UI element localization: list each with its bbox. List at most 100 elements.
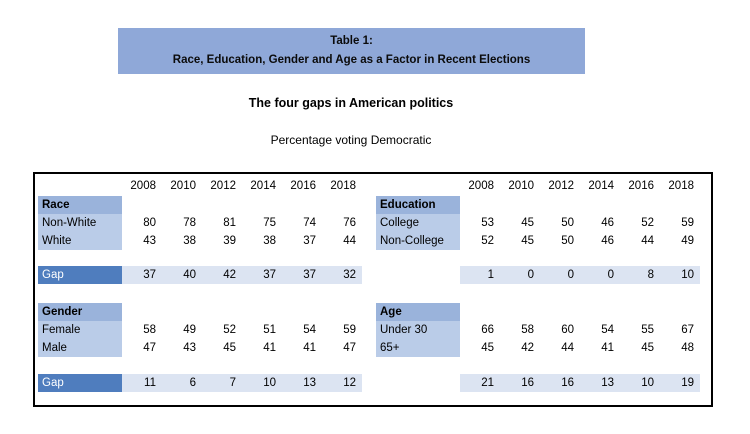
value-cell: 76 [343, 217, 356, 229]
value-cell: 47 [143, 342, 156, 354]
value-cell: 75 [263, 217, 276, 229]
spacer-row [38, 284, 364, 303]
gap-value-cell: 19 [660, 374, 700, 392]
empty-cell [242, 303, 282, 321]
value-cell: 50 [561, 217, 574, 229]
gap-value-cell: 13 [580, 374, 620, 392]
table-row: Male 47 43 45 41 41 47 [38, 339, 364, 357]
value-cell: 53 [481, 217, 494, 229]
gap-value-cell: 0 [540, 266, 580, 284]
table-row: Female 58 49 52 51 54 59 [38, 321, 364, 339]
corner-cell [38, 176, 122, 196]
value-cell: 48 [681, 342, 694, 354]
data-panel: 2008 2010 2012 2014 2016 2018 Education College… [376, 176, 702, 392]
empty-cell [580, 196, 620, 214]
units-caption: Percentage voting Democratic [270, 133, 432, 147]
gap-value-cell: 8 [620, 266, 660, 284]
year-cell: 2016 [628, 180, 654, 192]
gap-value-cell: 1 [460, 266, 500, 284]
gap-value-cell: 16 [540, 374, 580, 392]
gap-value-cell: 37 [282, 266, 322, 284]
section-header-cell: Race [38, 196, 122, 214]
year-cell: 2014 [250, 180, 276, 192]
empty-cell [580, 303, 620, 321]
empty-cell [322, 196, 362, 214]
value-cell: 49 [183, 324, 196, 336]
value-cell: 38 [263, 235, 276, 247]
value-cell: 81 [223, 217, 236, 229]
empty-cell [500, 303, 540, 321]
data-table-block: 2008 2010 2012 2014 2016 2018 Race Non-White 8 0 7… [33, 172, 713, 407]
gap-row: 21 16 16 13 10 19 [376, 374, 702, 392]
empty-cell [460, 196, 500, 214]
gap-value-cell: 40 [162, 266, 202, 284]
row-label-cell: Non-White [38, 214, 122, 232]
empty-cell [500, 196, 540, 214]
gap-label-cell: Gap [38, 374, 122, 392]
value-cell: 43 [143, 235, 156, 247]
value-cell: 50 [561, 235, 574, 247]
empty-cell [322, 303, 362, 321]
gap-value-cell: 37 [122, 266, 162, 284]
empty-cell [122, 196, 162, 214]
gap-label-cell: Gap [38, 266, 122, 284]
value-cell: 38 [183, 235, 196, 247]
row-label-cell: Under 30 [376, 321, 460, 339]
value-cell: 52 [481, 235, 494, 247]
value-cell: 47 [343, 342, 356, 354]
value-cell: 39 [223, 235, 236, 247]
title-banner: Table 1: Race, Education, Gender and Age… [118, 28, 585, 74]
gap-value-cell: 37 [242, 266, 282, 284]
row-label-cell: White [38, 232, 122, 250]
gap-value-cell: 21 [460, 374, 500, 392]
value-cell: 41 [303, 342, 316, 354]
spacer-row [38, 250, 364, 266]
gap-value-cell: 6 [162, 374, 202, 392]
section-header-cell: Gender [38, 303, 122, 321]
gap-value-cell: 10 [620, 374, 660, 392]
value-cell: 52 [223, 324, 236, 336]
value-cell: 45 [521, 217, 534, 229]
year-cell: 2012 [210, 180, 236, 192]
year-cell: 2018 [330, 180, 356, 192]
gap-value-cell: 11 [122, 374, 162, 392]
value-cell: 44 [641, 235, 654, 247]
gap-value-cell: 32 [322, 266, 362, 284]
table-row: 65+ 45 42 44 41 45 48 [376, 339, 702, 357]
spacer-row [376, 284, 702, 303]
gap-value-cell: 10 [242, 374, 282, 392]
corner-cell [376, 176, 460, 196]
row-label-cell: Female [38, 321, 122, 339]
row-label-cell: Non-College [376, 232, 460, 250]
value-cell: 41 [601, 342, 614, 354]
table-row: White 43 38 39 38 37 44 [38, 232, 364, 250]
year-cell: 2016 [290, 180, 316, 192]
value-cell: 55 [641, 324, 654, 336]
value-cell: 45 [223, 342, 236, 354]
empty-cell [242, 196, 282, 214]
empty-cell [202, 196, 242, 214]
table-row: College 53 45 50 46 52 59 [376, 214, 702, 232]
value-cell: 60 [561, 324, 574, 336]
empty-cell [282, 196, 322, 214]
year-cell: 2018 [668, 180, 694, 192]
section-header-row: Race [38, 196, 364, 214]
gap-value-cell: 42 [202, 266, 242, 284]
empty-cell [460, 303, 500, 321]
year-cell: 2012 [548, 180, 574, 192]
section-header-row: Age [376, 303, 702, 321]
year-cell: 2008 [130, 180, 156, 192]
gap-row: Gap 37 40 42 37 37 32 [38, 266, 364, 284]
empty-cell [162, 196, 202, 214]
value-cell: 41 [263, 342, 276, 354]
value-cell: 58 [143, 324, 156, 336]
section-header-cell: Education [376, 196, 460, 214]
gap-label-cell [376, 266, 460, 284]
value-cell: 45 [481, 342, 494, 354]
year-cell: 2010 [170, 180, 196, 192]
table-number-title: Table 1: [330, 35, 373, 47]
empty-cell [162, 303, 202, 321]
spacer-row [376, 357, 702, 374]
value-cell: 54 [601, 324, 614, 336]
